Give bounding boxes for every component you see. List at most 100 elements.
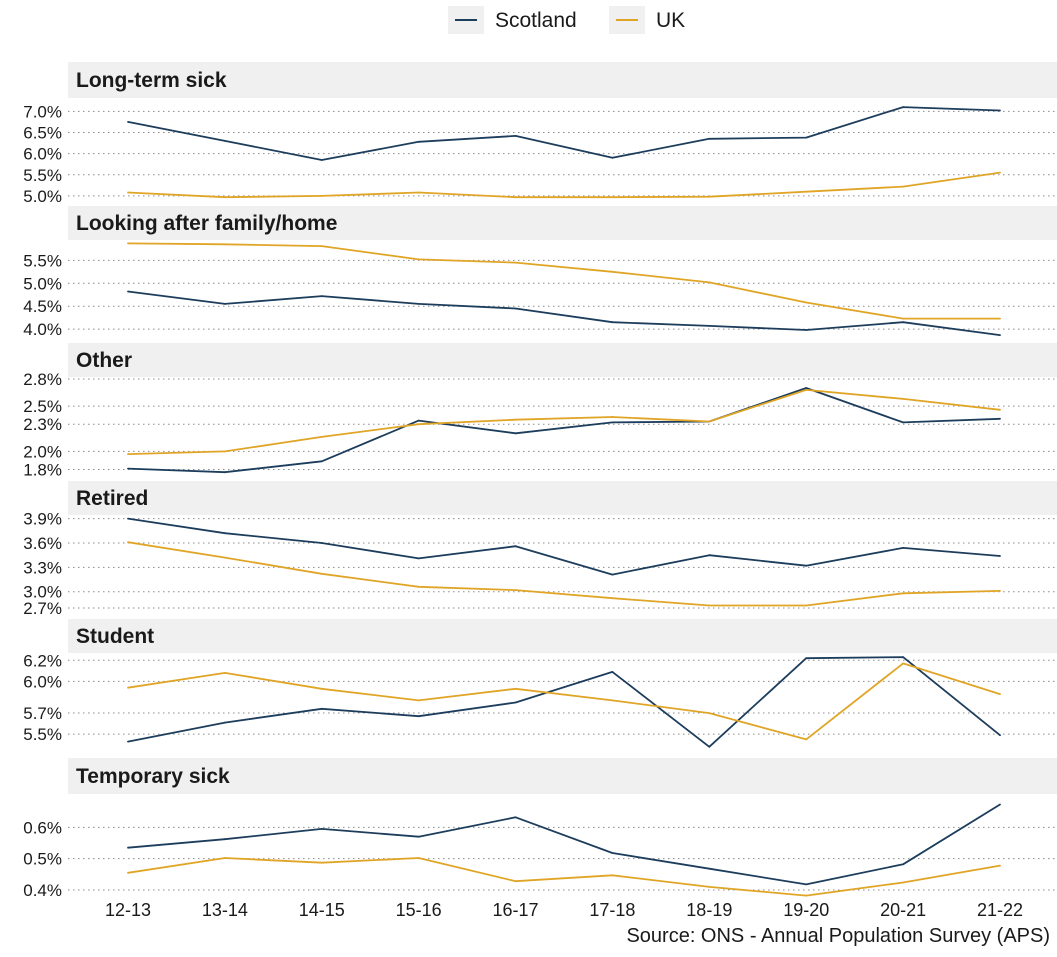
source-caption: Source: ONS - Annual Population Survey (… (626, 925, 1050, 947)
data-point-uk (902, 881, 904, 884)
series-line-scotland (127, 803, 1001, 886)
data-point-uk (611, 699, 614, 702)
y-tick-label: 2.0% (23, 442, 62, 461)
facet-strip (68, 619, 1057, 653)
data-point-uk (999, 171, 1001, 174)
data-point-scotland (224, 532, 226, 535)
facet-retired: Retired 2.7%3.0% 3.3% 3.6% 3.9% (23, 481, 1057, 618)
x-tick-label: 15-16 (396, 900, 442, 920)
data-point-uk (708, 281, 711, 284)
data-point-uk (805, 190, 808, 193)
data-point-uk (320, 245, 323, 248)
y-tick-label: 5.5% (23, 166, 62, 185)
data-point-scotland (320, 707, 323, 710)
x-tick-label: 16-17 (493, 900, 539, 920)
data-point-scotland (999, 555, 1001, 557)
data-point-scotland (805, 387, 808, 389)
y-tick-label: 5.0% (23, 187, 62, 206)
series-line-uk (127, 541, 1001, 607)
data-point-uk (708, 195, 711, 198)
data-point-uk (999, 590, 1001, 592)
x-tick-label: 12-13 (105, 900, 151, 920)
data-point-scotland (611, 321, 614, 324)
legend: Scotland UK (448, 6, 685, 34)
data-point-scotland (708, 325, 711, 327)
data-point-uk (805, 894, 808, 897)
y-tick-label: 7.0% (23, 102, 62, 121)
data-point-uk (127, 242, 129, 245)
data-point-scotland (514, 701, 517, 704)
series-line-uk (127, 388, 1001, 455)
x-tick-label: 21-22 (977, 900, 1023, 920)
data-point-uk (514, 880, 517, 883)
data-point-scotland (902, 321, 904, 324)
data-point-uk (611, 874, 614, 877)
y-tick-label: 0.5% (23, 850, 62, 869)
data-point-uk (127, 541, 129, 544)
series-line-uk (127, 242, 1000, 320)
data-point-scotland (127, 290, 129, 293)
data-point-scotland (805, 883, 808, 886)
y-tick-label: 3.0% (23, 583, 62, 602)
data-point-uk (514, 687, 517, 690)
y-tick-label: 5.7% (23, 704, 62, 723)
data-point-scotland (999, 734, 1001, 737)
x-tick-label: 13-14 (202, 900, 248, 920)
data-point-scotland (999, 417, 1001, 420)
y-tick-label: 6.2% (23, 651, 62, 670)
x-tick-label: 20-21 (880, 900, 926, 920)
data-point-uk (708, 420, 711, 423)
y-tick-label: 2.8% (23, 370, 62, 389)
facets: Long-term sick 5.0% 5.5% 6.0% 6.5% 7.0% Lookin… (23, 62, 1057, 900)
y-tick-label: 3.6% (23, 534, 62, 553)
data-point-scotland (224, 721, 226, 724)
data-point-uk (805, 604, 808, 607)
data-point-uk (805, 389, 808, 391)
x-tick-label: 18-19 (686, 900, 732, 920)
series-line-uk (127, 662, 1001, 741)
series-line-scotland (127, 106, 1001, 161)
data-point-scotland (127, 740, 129, 743)
legend-label-scotland: Scotland (495, 9, 577, 32)
data-point-uk (514, 196, 517, 199)
data-point-uk (708, 886, 711, 888)
data-point-uk (805, 301, 808, 304)
y-tick-label: 0.6% (23, 818, 62, 837)
x-tick-label: 17-18 (589, 900, 635, 920)
data-point-uk (611, 597, 614, 600)
data-point-scotland (902, 547, 904, 549)
y-tick-label: 5.5% (23, 725, 62, 744)
data-point-scotland (224, 303, 226, 305)
x-tick-label: 14-15 (299, 900, 345, 920)
y-tick-label: 1.8% (23, 460, 62, 479)
data-point-scotland (127, 846, 129, 849)
facet-temporary-sick: Temporary sick 0.4% 0.5% 0.6% (23, 758, 1057, 900)
data-point-uk (902, 398, 904, 400)
data-point-uk (999, 864, 1001, 867)
data-point-scotland (708, 137, 711, 140)
data-point-scotland (999, 109, 1001, 112)
y-tick-label: 6.0% (23, 145, 62, 164)
x-tick-label: 19-20 (783, 900, 829, 920)
facet-title: Looking after family/home (76, 212, 337, 235)
data-point-uk (902, 592, 904, 595)
data-point-scotland (417, 140, 420, 143)
data-point-scotland (514, 816, 517, 819)
data-point-scotland (805, 136, 808, 139)
data-point-uk (999, 693, 1001, 695)
data-point-uk (320, 861, 323, 864)
data-point-scotland (611, 573, 614, 576)
data-point-uk (320, 572, 323, 575)
y-tick-label: 5.5% (23, 251, 62, 270)
data-point-scotland (514, 307, 517, 310)
data-point-scotland (611, 852, 614, 854)
y-tick-label: 2.7% (23, 599, 62, 618)
y-tick-label: 0.4% (23, 881, 62, 900)
data-point-uk (902, 317, 904, 320)
data-point-uk (514, 261, 517, 264)
data-point-uk (224, 243, 226, 246)
y-tick-label: 2.5% (23, 397, 62, 416)
facet-long-term-sick: Long-term sick 5.0% 5.5% 6.0% 6.5% 7.0% (23, 62, 1057, 206)
data-point-scotland (320, 828, 323, 830)
